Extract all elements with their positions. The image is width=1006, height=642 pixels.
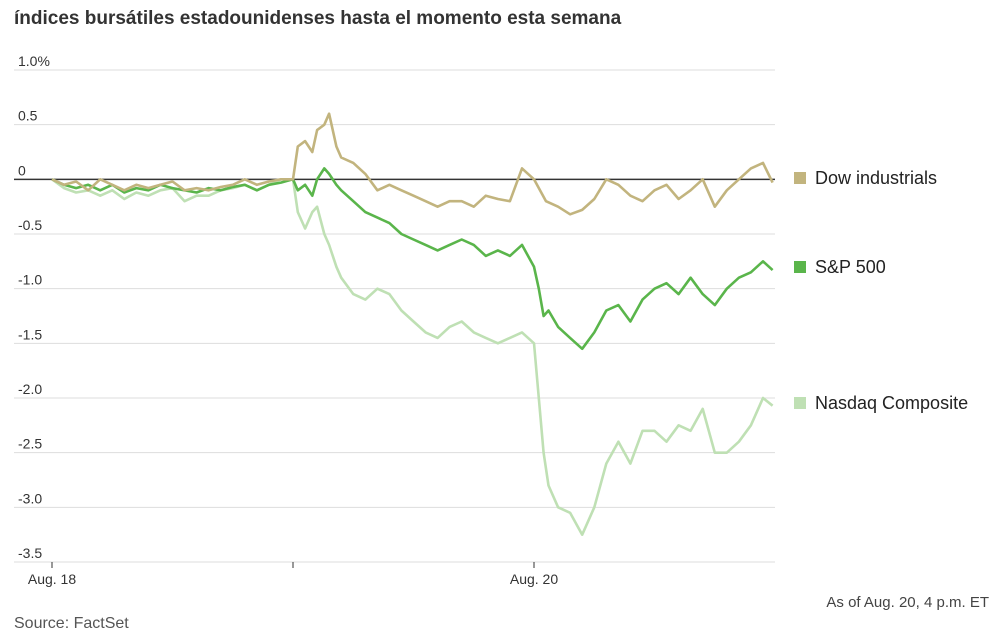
- source-note: Source: FactSet: [14, 615, 129, 632]
- y-tick-label: -0.5: [18, 217, 42, 233]
- legend-swatch: [794, 261, 806, 273]
- legend: Dow industrials S&P 500 Nasdaq Composite: [794, 168, 968, 413]
- timestamp-note: As of Aug. 20, 4 p.m. ET: [826, 594, 989, 611]
- y-tick-label: 1.0%: [18, 53, 50, 69]
- grid: [14, 69, 775, 563]
- y-tick-label: 0: [18, 162, 26, 178]
- y-tick-label: -3.0: [18, 490, 42, 506]
- y-axis: 1.0% 0.5 0 -0.5 -1.0 -1.5 -2.0 -2.5 -3.0 -3.5: [18, 53, 50, 561]
- y-tick-label: -2.5: [18, 436, 42, 452]
- legend-label: Dow industrials: [815, 168, 937, 188]
- legend-label: S&P 500: [815, 257, 886, 277]
- legend-swatch: [794, 172, 806, 184]
- x-tick-label: Aug. 18: [28, 571, 76, 587]
- chart-title: índices bursátiles estadounidenses hasta…: [14, 8, 622, 29]
- legend-label: Nasdaq Composite: [815, 393, 968, 413]
- series-line: [51, 112, 774, 216]
- y-tick-label: -2.0: [18, 381, 42, 397]
- y-tick-label: -1.0: [18, 272, 42, 288]
- series-line: [51, 178, 774, 536]
- x-axis: Aug. 18 Aug. 20: [28, 562, 558, 587]
- x-tick-label: Aug. 20: [510, 571, 558, 587]
- legend-swatch: [794, 397, 806, 409]
- y-tick-label: -1.5: [18, 326, 42, 342]
- y-tick-label: 0.5: [18, 108, 38, 124]
- series-lines: [51, 112, 774, 536]
- y-tick-label: -3.5: [18, 545, 42, 561]
